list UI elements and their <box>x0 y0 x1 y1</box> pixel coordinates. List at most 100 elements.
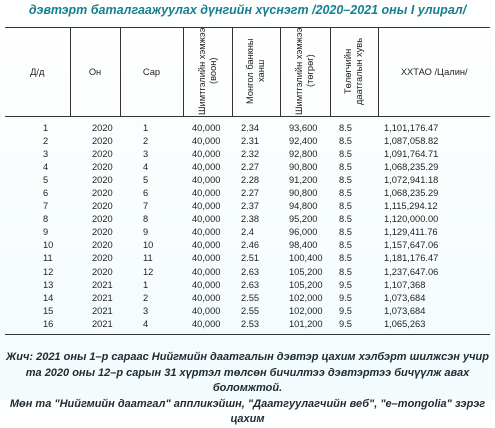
table-cell: 8.5 <box>339 148 352 159</box>
table-cell: 2020 <box>92 266 113 277</box>
table-cell: 2021 <box>92 305 113 316</box>
table-cell: 2.27 <box>241 188 260 199</box>
table-cell: 2.55 <box>241 305 260 316</box>
table-cell: 2.46 <box>241 240 260 251</box>
table-cell: 9.5 <box>339 279 352 290</box>
table-cell: 2.38 <box>241 214 260 225</box>
header-cell: Шимтгэлийн хэмжээ (төгрөг) <box>279 27 331 117</box>
table-cell: 8.5 <box>339 201 352 212</box>
header-cell: Төлөгчийн даатгалын хувь <box>329 27 379 117</box>
table-cell: 2021 <box>92 279 113 290</box>
table-cell: 1 <box>43 122 49 133</box>
table-cell: 3 <box>143 148 149 159</box>
table-cell: 1,101,176.47 <box>384 122 439 133</box>
table-cell: 8.5 <box>339 240 352 251</box>
table-cell: 16 <box>5 317 70 335</box>
table-cell: 90,800 <box>289 188 318 199</box>
note-line: та 2020 оны 12–р сарын 31 хүртэл төлсөн … <box>25 366 470 395</box>
table-cell: 40,000 <box>192 214 221 225</box>
table-cell: 11 <box>43 253 53 264</box>
table-cell: 1,072,941.18 <box>384 174 439 185</box>
title: дэвтэрт баталгаажуулах дүнгийн хүснэгт /… <box>28 3 467 17</box>
table-cell: 7 <box>143 201 149 212</box>
table-cell: 8.5 <box>339 135 352 146</box>
table-cell: 2 <box>143 135 149 146</box>
table-cell: 2.37 <box>241 201 260 212</box>
table-cell: 2.4 <box>241 227 254 238</box>
table-row: 14 2021 2 40,000 2.55 102,000 9.5 1,073,684 <box>5 291 490 304</box>
table-cell: 6 <box>43 188 49 199</box>
table-cell: 11 <box>143 253 153 264</box>
table-cell: 2.31 <box>241 135 260 146</box>
table-cell: 8 <box>43 214 49 225</box>
table-cell: 7 <box>43 201 49 212</box>
table-cell: 2.63 <box>241 266 260 277</box>
table-cell: 1 <box>143 122 149 133</box>
table-cell: 9 <box>143 227 149 238</box>
table-row: 1 2020 1 40,000 2.34 93,600 8.5 1,101,176.47 <box>5 117 490 135</box>
table-cell: 92,800 <box>289 148 318 159</box>
table-cell: 1,073,684 <box>384 292 426 303</box>
header-text: Монгол банкны ханш <box>245 38 266 104</box>
table-cell: 40,000 <box>192 279 221 290</box>
table-cell: 12 <box>143 266 154 277</box>
table-cell: 100,400 <box>289 253 323 264</box>
header-text: Он <box>88 67 102 77</box>
table-cell: 105,200 <box>289 279 323 290</box>
header-text: Шимтгэлийн хэмжээ (воон) <box>196 27 218 115</box>
header-text: Төлөгчийн даатгалын хувь <box>343 37 364 105</box>
table-cell: 9 <box>43 227 49 238</box>
table-cell: 10 <box>43 240 54 251</box>
table-cell: 40,000 <box>192 161 221 172</box>
header-cell: Шимтгэлийн хэмжээ (воон) <box>182 27 233 117</box>
table-cell: 9.5 <box>330 317 378 335</box>
table-cell: 4 <box>43 161 49 172</box>
table-cell: 1,107,368 <box>384 279 426 290</box>
table-cell: 40,000 <box>192 266 221 277</box>
table-cell: 2021 <box>92 292 113 303</box>
table-cell: 13 <box>43 279 54 290</box>
table-cell: 8.5 <box>339 214 352 225</box>
table-cell: 40,000 <box>192 292 221 303</box>
table-row: 15 2021 3 40,000 2.55 102,000 9.5 1,073,684 <box>5 304 490 317</box>
note: Жич: 2021 оны 1–р сараас Нийгмийн даатга… <box>0 350 495 428</box>
table-cell: 101,200 <box>280 317 330 335</box>
table-cell: 8 <box>143 214 149 225</box>
table-cell: 92,400 <box>289 135 318 146</box>
table-cell: 98,400 <box>289 240 318 251</box>
table-row: 4 2020 4 40,000 2.27 90,800 8.5 1,068,235.29 <box>5 160 490 173</box>
table-row: 8 2020 8 40,000 2.38 95,200 8.5 1,120,000.00 <box>5 213 490 226</box>
table-cell: 2.32 <box>241 148 260 159</box>
table-cell: 1,115,294.12 <box>384 201 438 212</box>
table-cell: 1,157,647.06 <box>384 240 439 251</box>
table-row: 2 2020 2 40,000 2.31 92,400 8.5 1,087,058.82 <box>5 134 490 147</box>
table-cell: 40,000 <box>192 188 221 199</box>
table-cell: 105,200 <box>289 266 323 277</box>
table-cell: 1,065,263 <box>378 317 490 335</box>
table-cell: 2020 <box>92 135 113 146</box>
header-cell: ХХТАО /Цалин/ <box>377 27 490 117</box>
header-row: Д/д Он Сар Шимтгэлийн хэмжээ (воон) Монгол б… <box>5 27 490 117</box>
table-cell: 102,000 <box>289 305 323 316</box>
table-cell: 94,800 <box>289 201 318 212</box>
table-cell: 2020 <box>92 240 113 251</box>
table-cell: 2.51 <box>241 253 260 264</box>
table-cell: 4 <box>120 317 183 335</box>
note-line: Жич: 2021 оны 1–р сараас Нийгмийн даатга… <box>6 351 489 363</box>
table-cell: 1 <box>143 279 149 290</box>
table-cell: 90,800 <box>289 161 318 172</box>
header-text: Шимтгэлийн хэмжээ (төгрөг) <box>294 27 315 115</box>
table-cell: 10 <box>143 240 154 251</box>
table-cell: 1,237,647.06 <box>384 266 439 277</box>
table-row: 6 2020 6 40,000 2.27 90,800 8.5 1,068,235.29 <box>5 186 490 199</box>
table-cell: 40,000 <box>192 174 221 185</box>
table-cell: 4 <box>143 161 149 172</box>
table-cell: 8.5 <box>339 253 352 264</box>
table-cell: 40,000 <box>192 253 221 264</box>
table-cell: 2020 <box>92 174 113 185</box>
table-cell: 40,000 <box>192 201 221 212</box>
table-cell: 2.63 <box>241 279 260 290</box>
table-cell: 2.55 <box>241 292 260 303</box>
table-cell: 102,000 <box>289 292 323 303</box>
table-cell: 1,087,058.82 <box>384 135 439 146</box>
